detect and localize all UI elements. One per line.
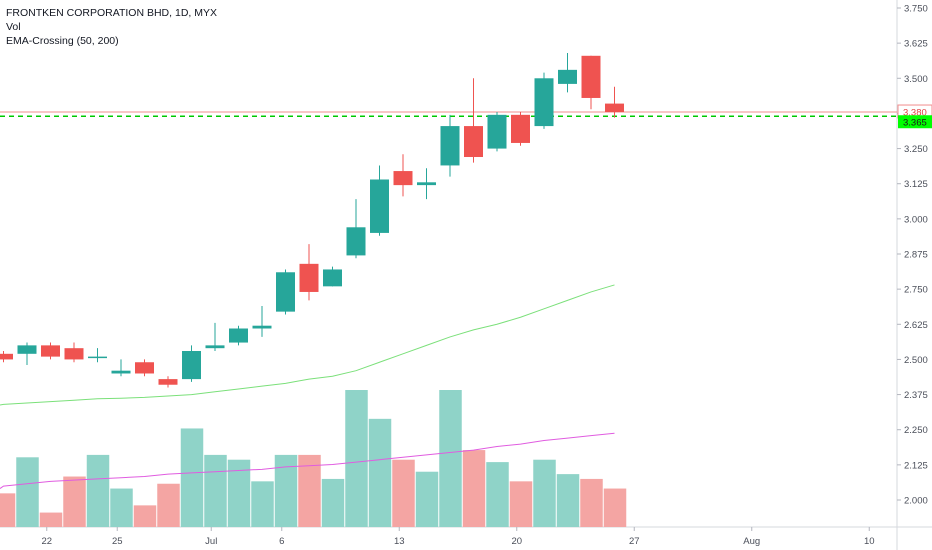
y-tick-label: 2.875 bbox=[904, 250, 928, 261]
volume-bar bbox=[392, 459, 415, 527]
candle-body bbox=[464, 126, 483, 158]
y-tick-label: 2.750 bbox=[904, 285, 928, 296]
volume-bar bbox=[556, 474, 580, 527]
volume-bar bbox=[509, 481, 533, 527]
candle-body bbox=[605, 103, 624, 113]
candle-body bbox=[417, 182, 436, 186]
y-tick-label: 2.375 bbox=[904, 390, 928, 401]
candle-body bbox=[370, 179, 389, 233]
volume-bar bbox=[345, 390, 368, 527]
candle-body bbox=[511, 114, 530, 143]
x-tick-label: 20 bbox=[511, 536, 522, 547]
y-tick-label: 2.125 bbox=[904, 460, 928, 471]
volume-ma-line bbox=[0, 432, 615, 489]
x-tick-label: Aug bbox=[743, 536, 760, 547]
volume-bar bbox=[274, 454, 298, 527]
last-price-label: 3.380 bbox=[903, 108, 927, 119]
ema-price-label-box bbox=[898, 115, 932, 129]
volume-bar bbox=[321, 478, 345, 527]
candle-body bbox=[252, 325, 272, 329]
candle-body bbox=[17, 345, 37, 354]
volume-bar bbox=[227, 459, 251, 527]
candle-body bbox=[487, 114, 507, 149]
chart-legend: FRONTKEN CORPORATION BHD, 1D, MYX Vol EM… bbox=[6, 6, 217, 48]
candle-body bbox=[299, 263, 319, 292]
volume-bar bbox=[16, 457, 39, 527]
volume-bar bbox=[368, 418, 392, 527]
y-tick-label: 3.625 bbox=[904, 39, 928, 50]
volume-bar bbox=[580, 478, 603, 527]
legend-symbol[interactable]: FRONTKEN CORPORATION BHD, 1D, MYX bbox=[6, 7, 217, 19]
candle-body bbox=[393, 171, 413, 186]
volume-bar bbox=[439, 390, 462, 527]
legend-volume[interactable]: Vol bbox=[6, 21, 21, 33]
volume-bar bbox=[298, 454, 321, 527]
candle-body bbox=[0, 353, 13, 360]
x-tick-label: Jul bbox=[205, 536, 217, 547]
y-tick-label: 2.625 bbox=[904, 320, 928, 331]
volume-bar bbox=[533, 459, 556, 527]
x-tick-label: 10 bbox=[864, 536, 875, 547]
y-tick-label: 3.750 bbox=[904, 4, 928, 15]
candle-body bbox=[205, 345, 225, 349]
volume-bar bbox=[180, 428, 204, 527]
y-tick-label: 3.250 bbox=[904, 144, 928, 155]
volume-bar bbox=[133, 505, 157, 527]
y-tick-label: 3.125 bbox=[904, 179, 928, 190]
volume-bar bbox=[110, 488, 133, 527]
volume-bar bbox=[486, 462, 509, 527]
volume-bar bbox=[204, 454, 227, 527]
volume-bar bbox=[157, 483, 180, 527]
candle-body bbox=[558, 69, 577, 84]
candle-body bbox=[534, 78, 554, 127]
volume-bar bbox=[462, 450, 486, 527]
volume-bar bbox=[0, 493, 16, 527]
x-tick-label: 27 bbox=[629, 536, 640, 547]
candle-body bbox=[440, 126, 460, 166]
ema-price-label: 3.365 bbox=[903, 118, 927, 129]
ema50-line bbox=[0, 284, 615, 406]
x-tick-label: 6 bbox=[279, 536, 284, 547]
candle-body bbox=[229, 328, 248, 343]
candle-body bbox=[88, 356, 107, 359]
x-tick-label: 25 bbox=[112, 536, 123, 547]
volume-bar bbox=[86, 454, 110, 527]
y-tick-label: 3.000 bbox=[904, 214, 928, 225]
volume-bar bbox=[39, 512, 63, 527]
volume-bar bbox=[63, 476, 86, 527]
candle-body bbox=[158, 379, 178, 385]
candle-body bbox=[111, 370, 131, 374]
y-tick-label: 3.500 bbox=[904, 74, 928, 85]
x-tick-label: 22 bbox=[41, 536, 52, 547]
x-tick-label: 13 bbox=[394, 536, 405, 547]
candle-body bbox=[346, 227, 366, 256]
candle-body bbox=[581, 55, 601, 98]
volume-bar bbox=[603, 488, 627, 527]
candle-body bbox=[182, 350, 201, 380]
candle-body bbox=[135, 362, 154, 374]
candle-body bbox=[41, 345, 60, 357]
candle-body bbox=[64, 348, 84, 360]
volume-bar bbox=[251, 481, 274, 527]
y-tick-label: 2.000 bbox=[904, 496, 928, 507]
y-tick-label: 2.250 bbox=[904, 425, 928, 436]
legend-indicator[interactable]: EMA-Crossing (50, 200) bbox=[6, 35, 119, 47]
volume-bar bbox=[415, 471, 439, 527]
y-tick-label: 2.500 bbox=[904, 355, 928, 366]
candle-body bbox=[323, 269, 342, 287]
candle-body bbox=[276, 272, 295, 312]
